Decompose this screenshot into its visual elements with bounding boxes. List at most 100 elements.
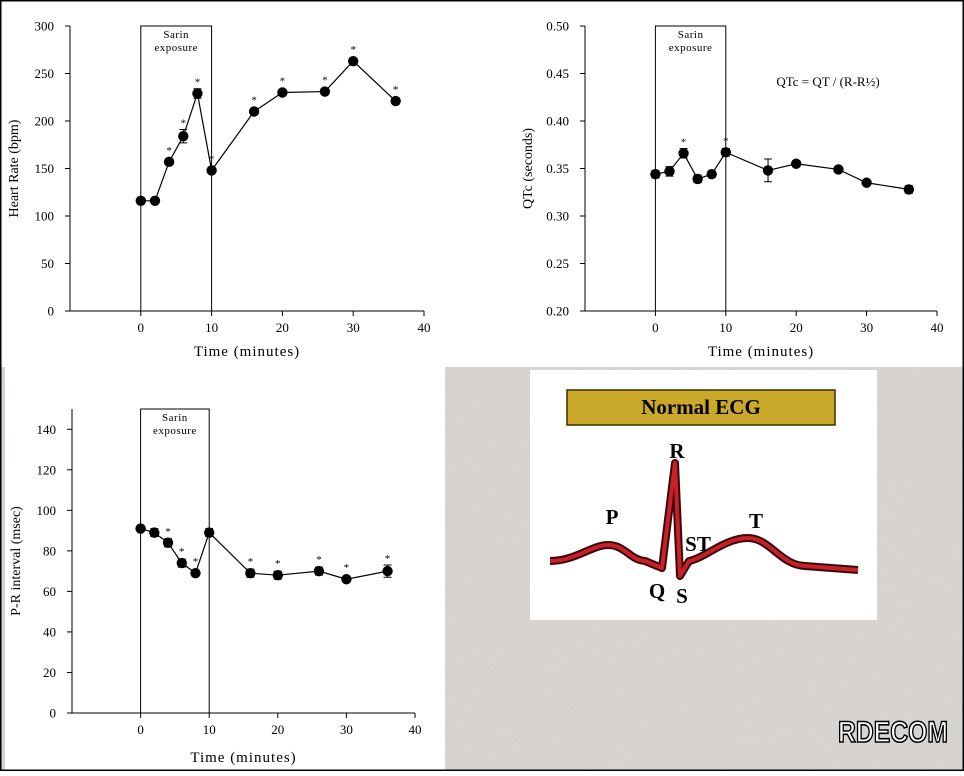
significance-star: * bbox=[248, 556, 254, 568]
data-point bbox=[678, 148, 689, 159]
top-panel bbox=[0, 0, 964, 367]
significance-star: * bbox=[209, 153, 215, 165]
exposure-label: Sarin bbox=[162, 412, 188, 424]
data-point bbox=[903, 184, 915, 195]
data-point bbox=[833, 164, 844, 175]
ecg-label: R bbox=[669, 439, 685, 463]
data-point bbox=[176, 557, 187, 569]
ecg-label: ST bbox=[685, 532, 711, 556]
y-axis-label: QTc (seconds) bbox=[521, 128, 536, 209]
x-tick-label: 40 bbox=[418, 320, 431, 335]
significance-star: * bbox=[166, 145, 172, 157]
y-tick-label: 0.35 bbox=[546, 161, 569, 176]
x-tick-label: 30 bbox=[347, 320, 360, 335]
data-point bbox=[162, 537, 174, 548]
significance-star: * bbox=[385, 553, 391, 565]
significance-star: * bbox=[350, 44, 356, 56]
data-point bbox=[277, 87, 288, 98]
y-tick-label: 100 bbox=[37, 503, 57, 518]
x-tick-label: 40 bbox=[409, 722, 422, 737]
data-point bbox=[149, 527, 160, 538]
data-point bbox=[163, 156, 175, 168]
y-tick-label: 140 bbox=[37, 422, 57, 437]
x-axis-label: Time (minutes) bbox=[194, 344, 300, 360]
data-point bbox=[272, 569, 283, 581]
x-tick-label: 30 bbox=[340, 722, 353, 737]
data-point bbox=[135, 195, 146, 206]
significance-star: * bbox=[275, 558, 281, 570]
y-tick-label: 0 bbox=[48, 304, 55, 319]
y-tick-label: 80 bbox=[43, 543, 56, 558]
formula-note: QTc = QT / (R-R½) bbox=[776, 74, 879, 89]
significance-star: * bbox=[723, 135, 729, 147]
exposure-label: exposure bbox=[153, 425, 197, 437]
y-tick-label: 0.50 bbox=[546, 19, 569, 34]
ecg-title: Normal ECG bbox=[641, 395, 761, 419]
data-point bbox=[720, 147, 731, 158]
data-point bbox=[135, 523, 146, 534]
x-tick-label: 20 bbox=[271, 722, 284, 737]
exposure-label: exposure bbox=[154, 42, 198, 54]
data-point bbox=[706, 169, 717, 180]
significance-star: * bbox=[165, 526, 171, 538]
data-point bbox=[861, 177, 872, 188]
data-point bbox=[692, 173, 703, 185]
logo: RDECOM bbox=[838, 716, 948, 749]
y-axis-label: P-R interval (msec) bbox=[9, 506, 24, 616]
y-tick-label: 150 bbox=[35, 161, 55, 176]
x-tick-label: 0 bbox=[652, 320, 659, 335]
data-point bbox=[190, 567, 201, 579]
exposure-box bbox=[140, 408, 210, 713]
y-tick-label: 0.40 bbox=[546, 114, 569, 129]
data-point bbox=[664, 166, 675, 177]
bottom-left-panel bbox=[5, 367, 445, 771]
data-point bbox=[206, 165, 217, 176]
exposure-label: exposure bbox=[669, 42, 713, 54]
y-tick-label: 40 bbox=[43, 624, 56, 639]
y-tick-label: 20 bbox=[43, 665, 56, 680]
y-tick-label: 0.25 bbox=[546, 256, 569, 271]
ecg-trace bbox=[549, 461, 859, 578]
data-point bbox=[348, 55, 359, 67]
significance-star: * bbox=[344, 562, 350, 574]
x-tick-label: 0 bbox=[138, 320, 145, 335]
y-tick-label: 50 bbox=[41, 256, 54, 271]
exposure-label: Sarin bbox=[678, 29, 704, 41]
ecg-label: Q bbox=[649, 579, 665, 603]
ecg-title-box bbox=[566, 389, 836, 426]
significance-star: * bbox=[681, 136, 687, 148]
y-tick-label: 200 bbox=[35, 114, 55, 129]
data-point bbox=[390, 95, 401, 107]
x-tick-label: 10 bbox=[205, 320, 218, 335]
y-tick-label: 60 bbox=[43, 584, 56, 599]
data-point bbox=[319, 86, 331, 97]
data-point bbox=[248, 106, 260, 117]
y-axis-label: Heart Rate (bpm) bbox=[7, 119, 22, 217]
ecg-label: T bbox=[749, 509, 763, 533]
x-tick-label: 20 bbox=[790, 320, 803, 335]
significance-star: * bbox=[393, 84, 399, 96]
exposure-box bbox=[654, 25, 727, 311]
y-tick-label: 300 bbox=[35, 19, 55, 34]
data-point bbox=[650, 169, 661, 180]
x-tick-label: 30 bbox=[860, 320, 873, 335]
significance-star: * bbox=[181, 118, 187, 130]
y-tick-label: 0.30 bbox=[546, 209, 569, 224]
data-point bbox=[192, 88, 203, 99]
significance-star: * bbox=[179, 546, 185, 558]
significance-star: * bbox=[251, 95, 257, 107]
data-point bbox=[313, 565, 325, 577]
x-tick-label: 0 bbox=[137, 722, 144, 737]
data-point bbox=[245, 567, 256, 579]
significance-star: * bbox=[280, 76, 286, 88]
y-tick-label: 120 bbox=[37, 462, 57, 477]
x-tick-label: 10 bbox=[203, 722, 216, 737]
data-point bbox=[382, 565, 393, 577]
x-tick-label: 10 bbox=[719, 320, 732, 335]
significance-star: * bbox=[322, 75, 328, 87]
significance-star: * bbox=[316, 554, 322, 566]
data-point bbox=[204, 527, 215, 538]
significance-star: * bbox=[195, 76, 201, 88]
